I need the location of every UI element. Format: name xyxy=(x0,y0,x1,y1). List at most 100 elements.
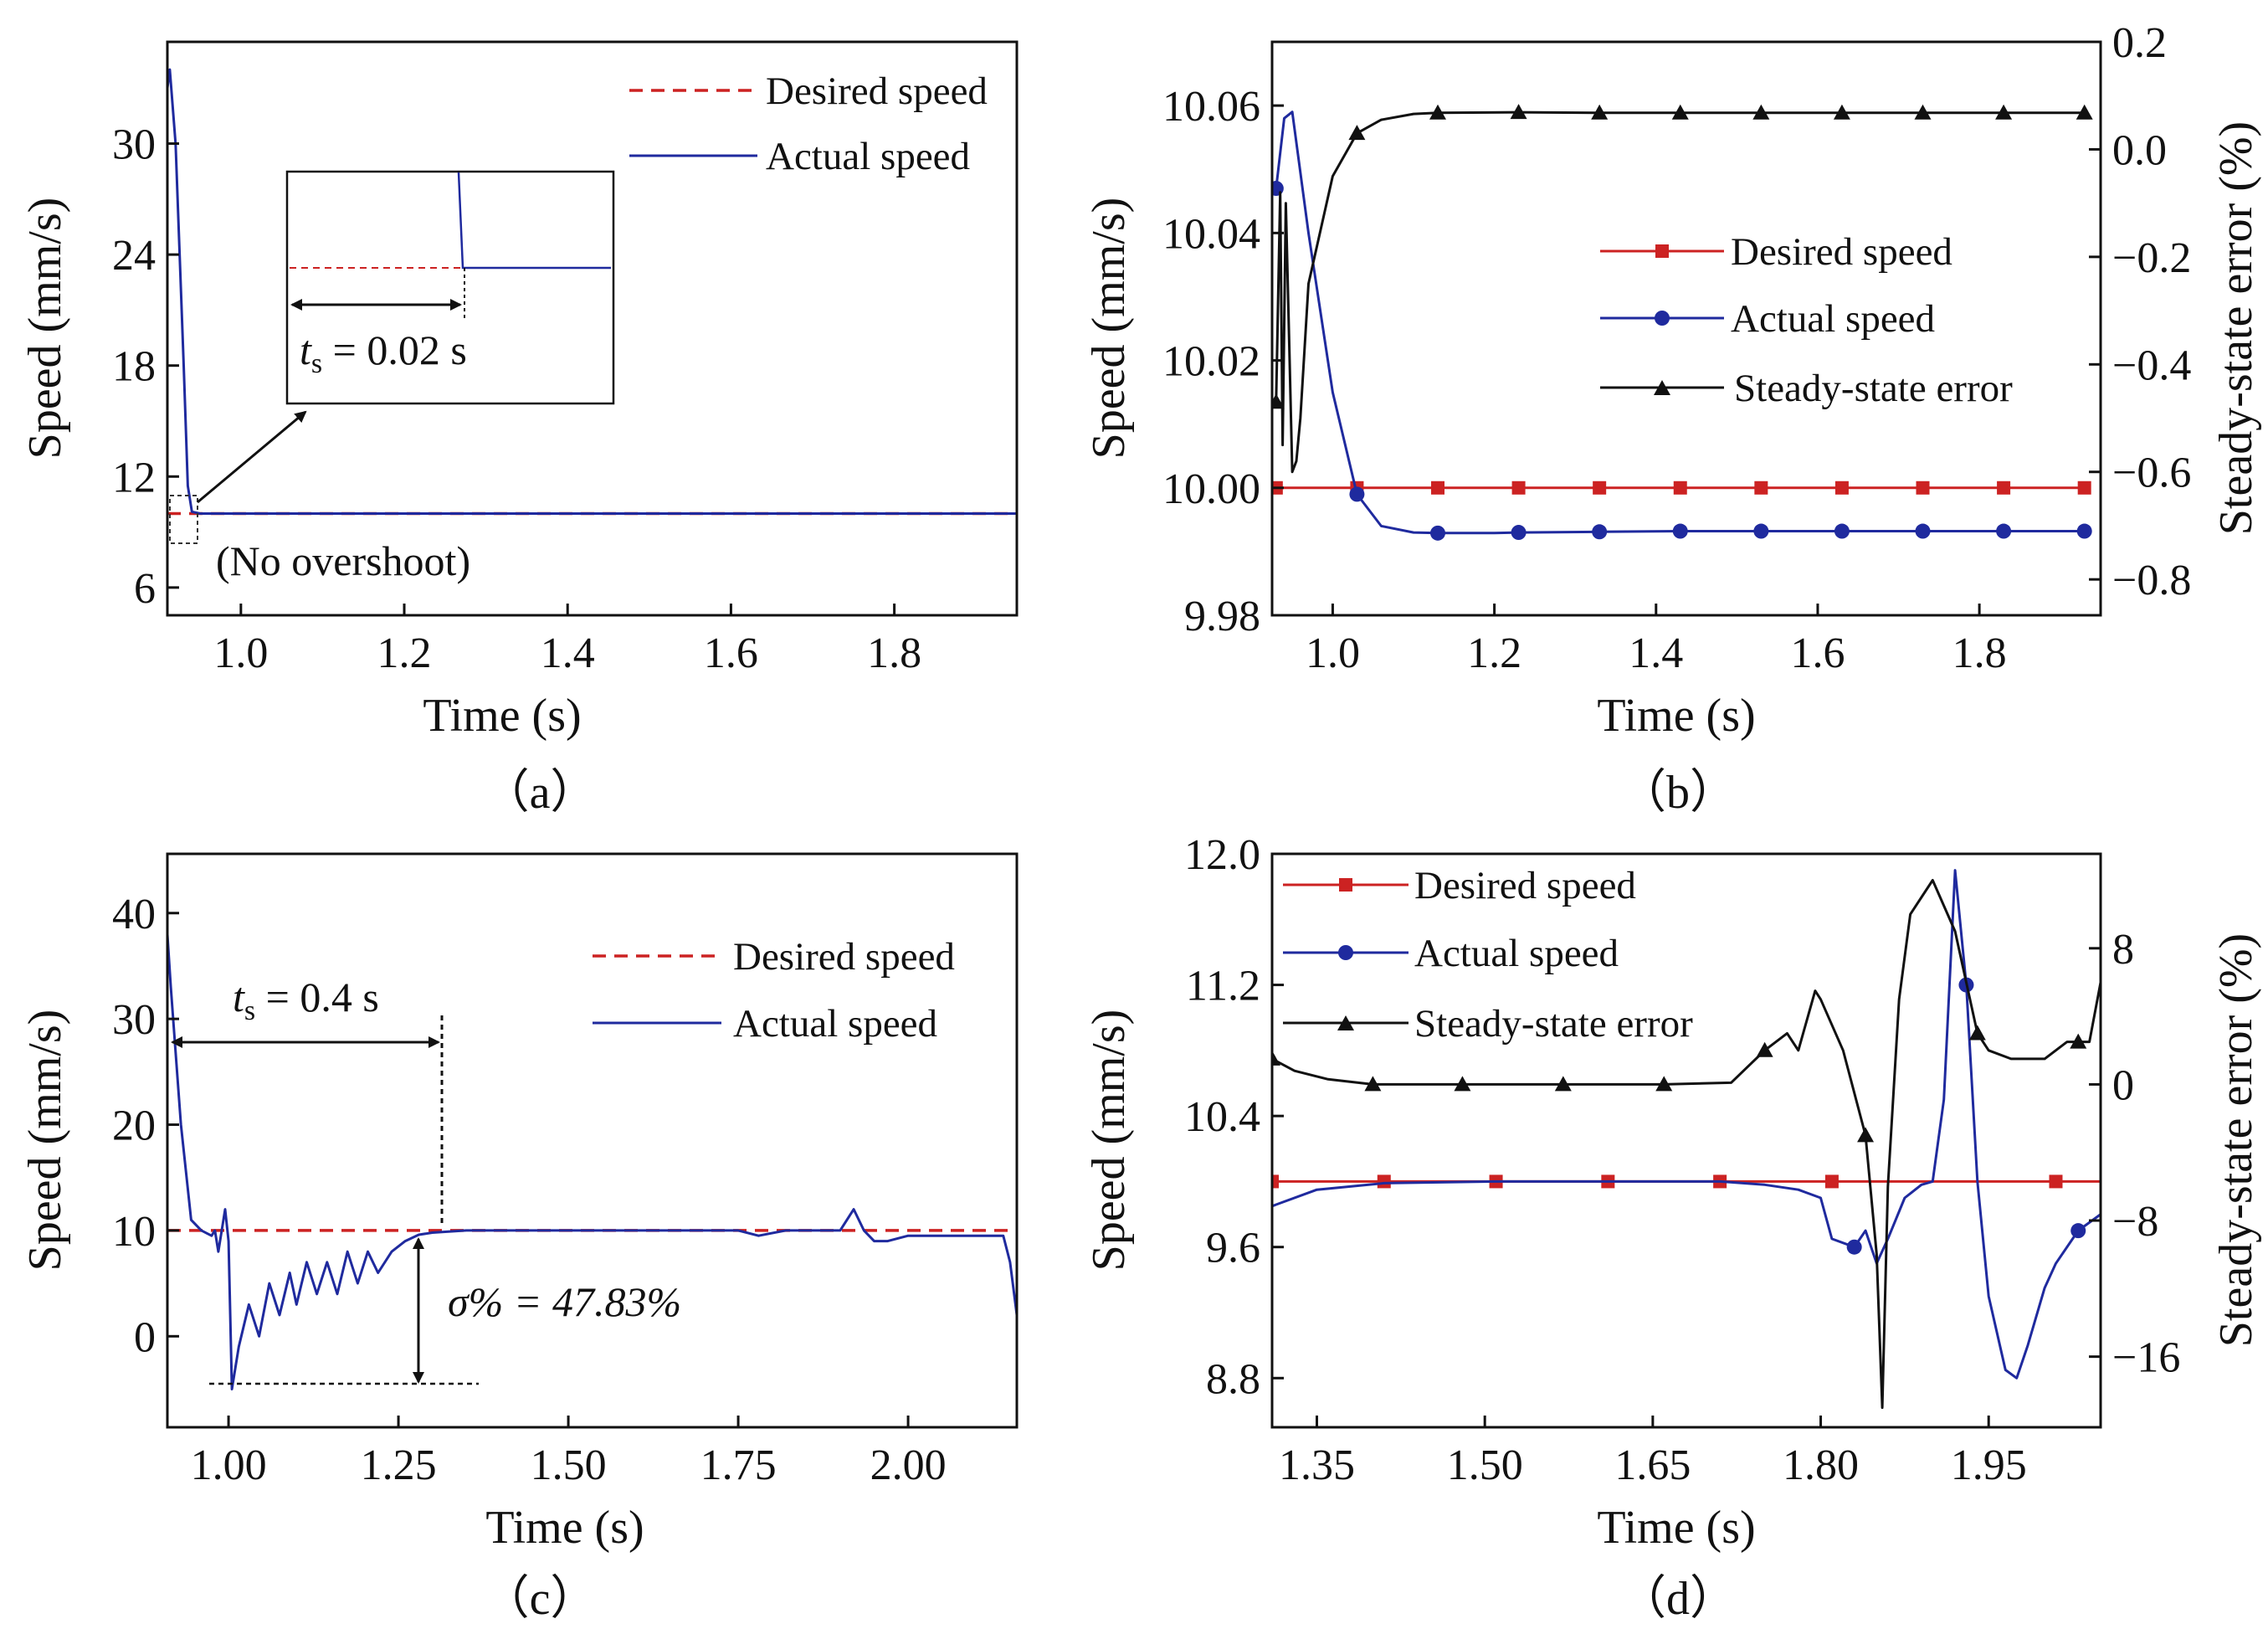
data-point-d-actual-speed xyxy=(1846,1239,1862,1255)
legend-b-actual-marker xyxy=(1655,311,1670,326)
x-tick-label-c: 1.25 xyxy=(361,1441,437,1489)
y2-tick-label-d: −8 xyxy=(2112,1198,2158,1246)
series-line-d-actual-speed xyxy=(1272,869,2101,1380)
data-point-b-desired-speed xyxy=(1593,480,1607,495)
x-tick-label-d: 1.35 xyxy=(1279,1441,1355,1489)
x-tick-label-c: 1.75 xyxy=(700,1441,777,1489)
y2-tick-label-b: 0.0 xyxy=(2112,126,2167,174)
x-tick-label-c: 1.50 xyxy=(531,1441,607,1489)
legend-a-desired-label: Desired speed xyxy=(766,69,988,113)
y-axis-title-c: Speed (mm/s) xyxy=(19,1010,71,1272)
data-point-b-actual-speed xyxy=(1672,523,1688,539)
data-point-b-steady-state-error xyxy=(1510,104,1527,120)
data-point-b-steady-state-error xyxy=(1833,104,1850,120)
data-point-b-desired-speed xyxy=(1834,480,1849,495)
y-tick-label-c: 30 xyxy=(112,996,156,1044)
data-point-b-actual-speed xyxy=(1511,525,1527,541)
y-tick-label-c: 20 xyxy=(112,1102,156,1150)
x-tick-label-a: 1.6 xyxy=(704,630,758,677)
y2-tick-label-d: −16 xyxy=(2112,1334,2180,1382)
caption-a: （a） xyxy=(483,767,598,819)
plot-frame-a xyxy=(166,40,1019,617)
y-axis-title-b: Speed (mm/s) xyxy=(1083,198,1135,460)
data-point-b-steady-state-error xyxy=(1348,125,1366,141)
x-tick-label-d: 1.95 xyxy=(1951,1441,2027,1489)
data-point-d-steady-state-error xyxy=(1655,1076,1673,1092)
y-tick-label-b: 10.04 xyxy=(1162,210,1260,258)
data-point-b-actual-speed xyxy=(2076,523,2092,539)
caption-b: （b） xyxy=(1619,767,1737,819)
data-point-d-steady-state-error xyxy=(1857,1127,1875,1143)
data-point-b-steady-state-error xyxy=(2076,104,2093,120)
x-tick-label-b: 1.0 xyxy=(1306,630,1360,677)
data-point-b-desired-speed xyxy=(1431,480,1444,495)
legend-b: Desired speed Actual speed Steady-state … xyxy=(1600,230,2013,410)
inset-zoom-a: ts = 0.02 s xyxy=(285,170,615,405)
y-tick-label-a: 24 xyxy=(112,232,156,280)
y2-tick-label-b: −0.4 xyxy=(2112,342,2191,389)
legend-d-actual-marker xyxy=(1338,945,1353,960)
x-axis-title-c: Time (s) xyxy=(485,1502,644,1554)
data-point-b-actual-speed xyxy=(1753,523,1769,539)
legend-b-desired-marker xyxy=(1655,244,1669,258)
y2-tick-label-b: 0.2 xyxy=(2112,19,2167,67)
data-point-b-desired-speed xyxy=(1673,480,1687,495)
inset-frame xyxy=(285,170,615,405)
legend-d-desired-label: Desired speed xyxy=(1414,864,1636,907)
plot-frame-c xyxy=(166,852,1019,1429)
y-tick-label-a: 18 xyxy=(112,343,156,391)
data-point-d-desired-speed xyxy=(1377,1174,1391,1189)
series-line-a-actual-speed xyxy=(167,68,1017,515)
x-tick-label-c: 1.00 xyxy=(191,1441,267,1489)
legend-d-error-marker xyxy=(1337,1015,1354,1030)
x-tick-label-b: 1.2 xyxy=(1467,630,1521,677)
legend-b-error-label: Steady-state error xyxy=(1734,367,2013,410)
data-point-b-desired-speed xyxy=(2077,480,2091,495)
legend-a: Desired speed Actual speed xyxy=(629,69,988,178)
y-axis-title-d: Speed (mm/s) xyxy=(1083,1010,1135,1272)
legend-c: Desired speed Actual speed xyxy=(593,935,955,1046)
series-line-d-steady-state-error xyxy=(1272,879,2101,1410)
data-point-d-actual-speed xyxy=(2070,1223,2086,1239)
no-overshoot-note: (No overshoot) xyxy=(216,537,470,584)
y-tick-label-b: 10.02 xyxy=(1162,338,1260,386)
data-point-d-steady-state-error xyxy=(1554,1076,1572,1092)
data-point-b-desired-speed xyxy=(1997,480,2011,495)
data-point-d-steady-state-error xyxy=(1454,1076,1471,1092)
data-point-b-actual-speed xyxy=(1834,523,1850,539)
x-tick-label-a: 1.2 xyxy=(377,630,432,677)
y-tick-label-d: 8.8 xyxy=(1206,1355,1260,1403)
data-point-b-actual-speed xyxy=(1915,523,1931,539)
y-tick-label-a: 12 xyxy=(112,454,156,501)
legend-b-error-marker xyxy=(1654,380,1670,395)
y-tick-label-c: 10 xyxy=(112,1208,156,1256)
data-point-b-actual-speed xyxy=(1592,524,1608,540)
inset-actual-line xyxy=(457,172,611,270)
legend-c-actual-label: Actual speed xyxy=(733,1002,937,1046)
data-point-d-steady-state-error xyxy=(2070,1033,2087,1049)
data-point-d-steady-state-error xyxy=(1272,1050,1280,1066)
x-tick-label-a: 1.0 xyxy=(213,630,268,677)
y-tick-label-d: 12.0 xyxy=(1184,831,1260,879)
y2-axis-title-b: Steady-state error (%) xyxy=(2210,121,2262,535)
y-tick-label-d: 11.2 xyxy=(1186,963,1260,1010)
y-tick-label-b: 10.00 xyxy=(1162,465,1260,513)
y2-axis-title-d: Steady-state error (%) xyxy=(2210,933,2262,1347)
x-tick-label-d: 1.80 xyxy=(1783,1441,1859,1489)
legend-c-desired-label: Desired speed xyxy=(733,935,955,979)
panel-d: 1.35 1.50 1.65 1.80 1.95 8.8 9.6 10.4 11.2 12.0 −1… xyxy=(1083,831,2262,1625)
y-tick-label-c: 40 xyxy=(112,891,156,938)
data-point-d-steady-state-error xyxy=(1364,1076,1382,1092)
x-axis-title-b: Time (s) xyxy=(1597,690,1755,742)
data-point-b-desired-speed xyxy=(1754,480,1768,495)
y-axis-title-a: Speed (mm/s) xyxy=(19,198,71,460)
settling-time-a: ts = 0.02 s xyxy=(300,326,467,379)
x-tick-label-c: 2.00 xyxy=(870,1441,947,1489)
caption-c: （c） xyxy=(483,1573,598,1625)
x-axis-title-d: Time (s) xyxy=(1597,1502,1755,1554)
y2-tick-label-b: −0.2 xyxy=(2112,234,2191,282)
x-axis-title-a: Time (s) xyxy=(423,690,581,742)
plot-frame-d xyxy=(1270,852,2102,1429)
series-line-b-steady-state-error xyxy=(1275,110,2085,474)
data-point-d-steady-state-error xyxy=(1968,1025,1986,1041)
